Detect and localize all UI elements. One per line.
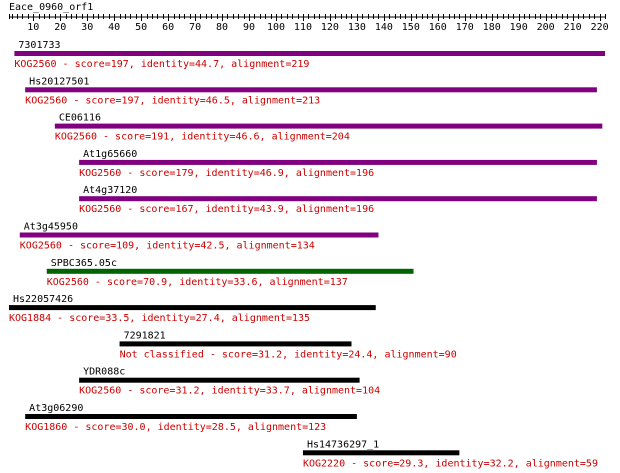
hit-annotation: KOG2560 - score=70.9, identity=33.6, ali… <box>47 277 348 288</box>
hit-annotation: KOG1860 - score=30.0, identity=28.5, ali… <box>25 422 326 433</box>
hit-annotation: KOG2560 - score=167, identity=43.9, alig… <box>79 204 374 215</box>
alignment-bar[interactable] <box>79 159 597 165</box>
tick-label: 180 <box>483 22 501 33</box>
hit-annotation: KOG2560 - score=179, identity=46.9, alig… <box>79 168 374 179</box>
tick-label: 140 <box>375 22 393 33</box>
tick-label: 70 <box>189 22 201 33</box>
hit-annotation: KOG1884 - score=33.5, identity=27.4, ali… <box>9 313 310 324</box>
tick-label: 170 <box>456 22 474 33</box>
tick-label: 50 <box>135 22 147 33</box>
hit-name[interactable]: 7301733 <box>18 40 60 51</box>
hit-list: 7301733 KOG2560 - score=197, identity=44.… <box>9 40 605 469</box>
tick-label: 100 <box>267 22 285 33</box>
hit-annotation: Not classified - score=31.2, identity=24… <box>120 349 457 360</box>
position-ruler: 10 20 30 40 50 60 70 80 90 100 110 120 130 140 150 160 1… <box>9 14 609 33</box>
hit-name[interactable]: At3g45950 <box>24 222 78 233</box>
hit-name[interactable]: SPBC365.05c <box>51 258 117 269</box>
tick-label: 130 <box>348 22 366 33</box>
hit-name[interactable]: Hs22057426 <box>13 294 73 305</box>
hit-annotation: KOG2560 - score=197, identity=44.7, alig… <box>14 59 309 70</box>
tick-label: 60 <box>162 22 174 33</box>
hit-name[interactable]: Hs14736297_1 <box>307 439 379 450</box>
alignment-bar[interactable] <box>79 377 360 383</box>
hit-name[interactable]: YDR088c <box>83 367 125 378</box>
tick-label: 160 <box>429 22 447 33</box>
hit-name[interactable]: Hs20127501 <box>29 76 89 87</box>
hit-annotation: KOG2560 - score=197, identity=46.5, alig… <box>25 95 320 106</box>
hit-row[interactable]: 7301733 KOG2560 - score=197, identity=44.… <box>14 40 605 70</box>
hit-annotation: KOG2560 - score=191, identity=46.6, alig… <box>55 132 350 143</box>
tick-label: 40 <box>108 22 120 33</box>
tick-label: 210 <box>564 22 582 33</box>
hit-row[interactable]: SPBC365.05c KOG2560 - score=70.9, identit… <box>46 258 414 288</box>
alignment-bar[interactable] <box>19 232 379 238</box>
tick-label: 120 <box>321 22 339 33</box>
hit-name[interactable]: At3g06290 <box>29 403 83 414</box>
alignment-bar[interactable] <box>54 123 603 129</box>
alignment-bar[interactable] <box>119 341 352 347</box>
tick-label: 30 <box>81 22 93 33</box>
hit-row[interactable]: 7291821 Not classified - score=31.2, iden… <box>119 330 457 360</box>
hit-name[interactable]: At1g65660 <box>83 149 137 160</box>
alignment-bar[interactable] <box>25 87 597 93</box>
tick-label: 90 <box>243 22 255 33</box>
hit-row[interactable]: At3g45950 KOG2560 - score=109, identity=4… <box>19 222 379 252</box>
hit-annotation: KOG2220 - score=29.3, identity=32.2, ali… <box>303 458 598 469</box>
tick-label: 200 <box>537 22 555 33</box>
hit-row[interactable]: Hs22057426 KOG1884 - score=33.5, identity… <box>9 294 376 324</box>
hit-name[interactable]: At4g37120 <box>83 185 137 196</box>
hit-row[interactable]: Hs20127501 KOG2560 - score=197, identity=… <box>25 76 597 106</box>
hit-row[interactable]: At4g37120 KOG2560 - score=167, identity=4… <box>79 185 597 215</box>
tick-label: 150 <box>402 22 420 33</box>
alignment-bar[interactable] <box>25 414 357 419</box>
hit-annotation: KOG2560 - score=109, identity=42.5, alig… <box>20 241 315 252</box>
tick-label: 10 <box>27 22 39 33</box>
alignment-bar[interactable] <box>14 51 605 56</box>
hit-row[interactable]: CE06116 KOG2560 - score=191, identity=46.… <box>54 113 603 143</box>
hit-row[interactable]: YDR088c KOG2560 - score=31.2, identity=33… <box>79 367 380 397</box>
tick-label: 110 <box>294 22 312 33</box>
tick-label: 220 <box>591 22 609 33</box>
hit-row[interactable]: Hs14736297_1 KOG2220 - score=29.3, identi… <box>302 439 598 469</box>
tick-label: 190 <box>510 22 528 33</box>
alignment-bar[interactable] <box>46 268 414 274</box>
hit-name[interactable]: CE06116 <box>59 113 101 124</box>
tick-label: 80 <box>216 22 228 33</box>
hit-annotation: KOG2560 - score=31.2, identity=33.7, ali… <box>79 386 380 397</box>
query-title: Eace_0960_orf1 <box>9 2 93 13</box>
alignment-bar[interactable] <box>302 450 460 456</box>
hit-row[interactable]: At3g06290 KOG1860 - score=30.0, identity=… <box>25 403 357 433</box>
tick-label: 20 <box>54 22 66 33</box>
hit-name[interactable]: 7291821 <box>124 330 166 341</box>
hit-row[interactable]: At1g65660 KOG2560 - score=179, identity=4… <box>79 149 597 179</box>
alignment-bar[interactable] <box>9 305 376 311</box>
alignment-bar[interactable] <box>79 196 597 202</box>
